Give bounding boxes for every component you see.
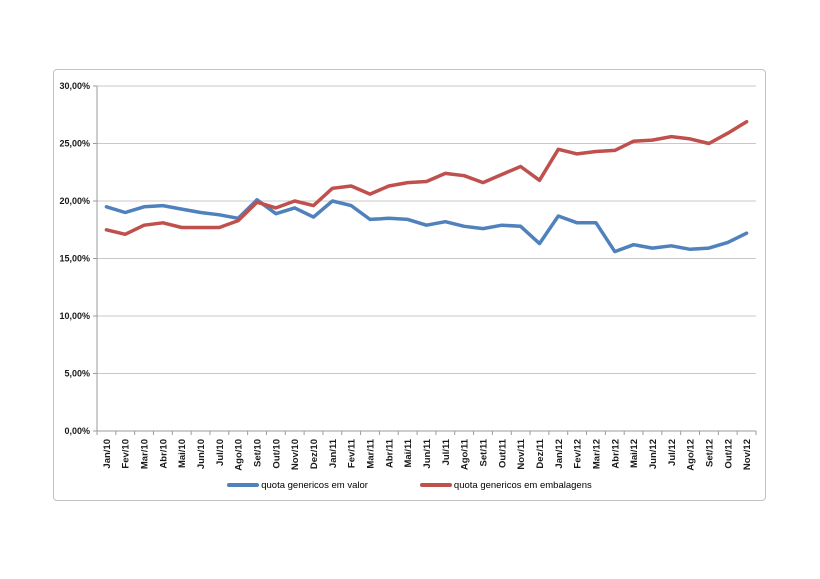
x-axis-label: Jul/11 [441,438,452,465]
y-axis-label: 30,00% [59,81,90,91]
chart-legend: quota genericos em valor quota genericos… [54,477,765,493]
y-axis-label: 0,00% [64,426,90,436]
x-axis-label: Fev/10 [121,439,132,469]
x-axis-label: Jun/12 [648,439,659,469]
x-axis-label: Dez/10 [309,439,320,469]
x-axis-label: Mar/12 [591,439,602,469]
legend-item-quota-valor[interactable]: quota genericos em valor [227,480,368,491]
x-axis-label: Mai/11 [403,438,414,467]
x-axis-label: Fev/12 [573,439,584,469]
x-axis-label: Dez/11 [535,438,546,468]
x-axis-label: Jun/10 [196,439,207,469]
y-axis-label: 5,00% [64,369,90,379]
x-axis-label: Fev/11 [347,438,358,468]
chart-object[interactable]: 0,00% 5,00% 10,00% 15,00% 20,00% 25,00% 30,00%… [53,69,766,501]
legend-line-sample-valor [227,483,260,487]
x-axis-label: Mai/12 [629,439,640,468]
x-axis-label: Jan/12 [554,439,565,469]
x-axis-label: Set/12 [704,439,715,467]
x-axis-label: Abr/10 [158,439,169,469]
x-axis-label: Abr/11 [384,438,395,468]
x-axis-label: Set/11 [478,438,489,466]
y-axis-label: 20,00% [59,196,90,206]
x-axis-label: Out/11 [497,438,508,468]
x-axis-label: Out/12 [723,439,734,469]
x-axis-label: Mai/10 [177,439,188,468]
legend-item-quota-embalagens[interactable]: quota genericos em embalagens [419,479,592,491]
x-axis-label: Ago/11 [460,438,471,470]
x-axis-label: Jun/11 [422,438,433,468]
legend-label-embalagens: quota genericos em embalagens [453,479,592,491]
x-axis-label: Nov/11 [516,438,527,469]
x-axis-label: Mar/10 [140,439,151,469]
x-axis-label: Ago/10 [234,439,245,471]
x-axis-label: Jul/10 [215,439,226,466]
series-line-valor[interactable] [104,198,749,254]
legend-line-sample-embalagens [419,483,452,487]
x-axis-label: Nov/10 [290,439,301,470]
x-axis-label: Mar/11 [366,438,377,468]
x-axis-label: Nov/12 [742,439,753,470]
x-axis-label: Out/10 [271,439,282,469]
x-axis-label: Jul/12 [667,439,678,466]
x-axis-label: Abr/12 [610,439,621,469]
y-axis-label: 15,00% [59,254,90,264]
legend-label-valor: quota genericos em valor [261,479,368,491]
x-axis-label: Jan/11 [328,438,339,468]
series-line-embalagens[interactable] [104,119,749,237]
y-axis-label: 10,00% [59,311,90,321]
x-axis-label: Jan/10 [102,439,113,469]
x-axis-label: Ago/12 [686,439,697,471]
x-axis-label: Set/10 [253,439,264,467]
y-axis-label: 25,00% [59,139,90,149]
line-chart: 0,00% 5,00% 10,00% 15,00% 20,00% 25,00% 30,00%… [59,81,757,471]
